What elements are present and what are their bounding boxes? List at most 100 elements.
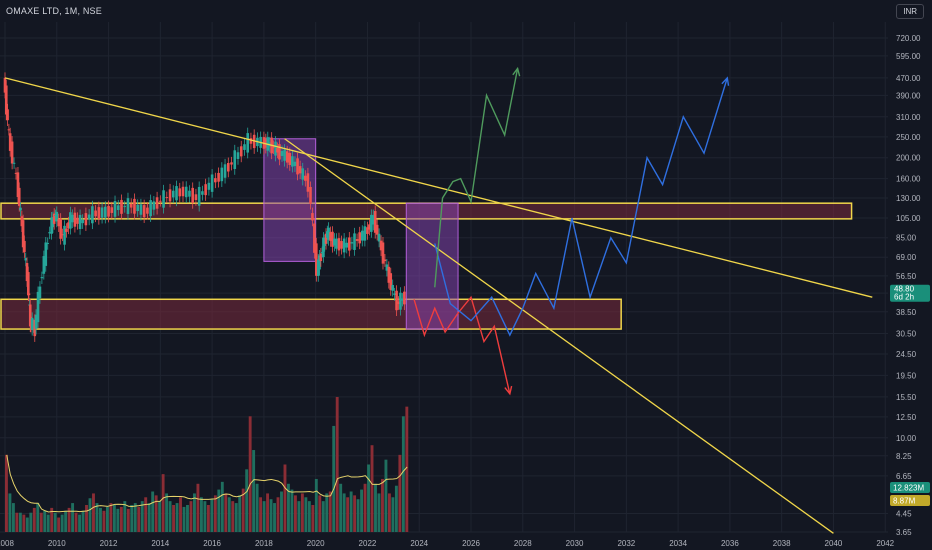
candle-body [223, 164, 227, 178]
y-tick-label: 595.00 [896, 52, 921, 61]
volume-bar [119, 506, 123, 532]
volume-bar [276, 497, 280, 532]
volume-bar [370, 445, 374, 532]
volume-bar [179, 497, 182, 532]
volume-bar [116, 508, 120, 532]
candle-body [139, 204, 143, 215]
currency-selector[interactable]: INR [896, 4, 924, 19]
candle-body [36, 291, 40, 323]
candle-body [120, 199, 123, 214]
candle-body [335, 238, 338, 249]
volume-bar [126, 508, 130, 532]
volume-bar [367, 464, 370, 532]
candle-body [288, 152, 292, 166]
volume-bar [360, 489, 364, 532]
candle-body [387, 266, 391, 283]
candle-body [28, 304, 32, 327]
candle-body [401, 298, 404, 301]
volume-bar [387, 493, 391, 532]
volume-bar [85, 505, 88, 532]
candle-body [181, 186, 185, 197]
candle-body [298, 166, 302, 174]
candle-body [126, 198, 130, 214]
candle-body [76, 217, 79, 224]
candle-body [393, 293, 396, 295]
candle-body [397, 301, 400, 305]
volume-bar [259, 497, 263, 532]
candle-body [27, 272, 30, 296]
candle-body [385, 264, 389, 271]
candle-body [197, 186, 201, 206]
volume-bar [405, 406, 409, 532]
price-series [3, 72, 406, 342]
volume-bar [311, 505, 315, 532]
candle-body [358, 232, 361, 244]
candle-body [142, 205, 146, 218]
volume-bar [381, 478, 384, 532]
candle-body [383, 259, 387, 262]
candle-body [283, 149, 286, 161]
candle-body [63, 225, 66, 245]
candle-body [233, 150, 237, 169]
volume-bar [67, 507, 71, 532]
y-tick-label: 130.00 [896, 194, 921, 203]
y-tick-label: 390.00 [896, 91, 921, 100]
volume-bar [349, 491, 353, 532]
x-tick-label: 2010 [48, 539, 66, 548]
volume-bar [130, 505, 134, 532]
volume-bar [158, 501, 162, 532]
candle-body [366, 227, 369, 234]
candle-body [368, 224, 371, 230]
candle-body [243, 144, 246, 150]
y-tick-label: 56.50 [896, 272, 917, 281]
volume-bar [105, 506, 109, 532]
candle-body [355, 239, 359, 241]
volume-bar [57, 517, 61, 532]
highlight-boxes [263, 138, 459, 330]
candle-body [337, 238, 341, 251]
x-tick-label: 2022 [359, 539, 377, 548]
candle-body [12, 162, 16, 164]
candle-body [84, 213, 88, 226]
candle-body [318, 255, 321, 270]
y-tick-label: 4.45 [896, 509, 912, 518]
volume-bar [206, 505, 210, 532]
volume-bar [8, 493, 12, 532]
candle-body [40, 277, 44, 279]
volume-bar [332, 425, 336, 532]
candle-body [113, 201, 117, 217]
volume-bar [102, 510, 106, 532]
candle-body [324, 233, 328, 244]
y-tick-label: 24.50 [896, 350, 917, 359]
y-tick-label: 30.50 [896, 330, 917, 339]
x-tick-label: 2028 [514, 539, 532, 548]
volume-bar [374, 483, 377, 532]
y-tick-label: 310.00 [896, 113, 921, 122]
candle-body [27, 293, 31, 296]
volume-bar [266, 493, 270, 532]
candle-body [10, 141, 14, 164]
volume-bar [22, 514, 26, 532]
volume-bar [199, 497, 203, 532]
candle-body [129, 203, 133, 208]
candle-body [73, 212, 77, 227]
candle-body [168, 189, 172, 202]
volume-bar [287, 483, 290, 532]
candle-body [146, 207, 149, 214]
candle-body [293, 161, 297, 167]
candle-body [30, 317, 34, 330]
candle-body [152, 201, 156, 210]
candle-body [171, 190, 175, 198]
candle-body [3, 77, 7, 93]
candle-body [155, 197, 159, 209]
candle-body [274, 141, 277, 156]
x-tick-label: 2016 [203, 539, 221, 548]
candle-body [81, 219, 84, 224]
volume-bar [307, 501, 311, 532]
candle-body [110, 207, 114, 213]
volume-bar [273, 503, 276, 532]
volume-bar [213, 495, 217, 532]
candle-body [59, 218, 62, 239]
candle-body [165, 197, 169, 199]
